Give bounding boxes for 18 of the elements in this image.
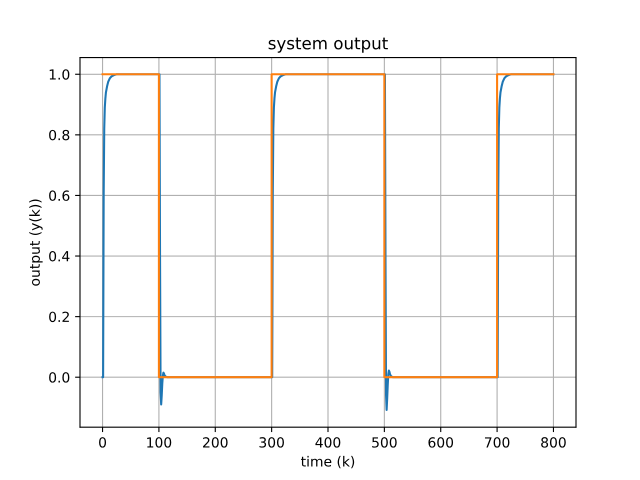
x-tick-label: 0 [99,437,106,448]
x-tick-label: 600 [428,437,454,448]
x-tick-label: 100 [147,437,172,448]
x-tick-label: 200 [203,437,228,448]
chart-title: system output [268,38,388,53]
y-tick-label: 0.2 [49,312,69,322]
x-tick-label: 800 [541,437,566,448]
x-axis-title: time (k) [301,456,354,468]
y-tick-label: 0.6 [49,190,70,201]
x-tick-label: 400 [315,437,340,448]
x-tick-label: 500 [372,437,397,448]
y-tick-label: 0.0 [49,372,70,383]
y-axis-title: output (y(k)) [29,200,43,286]
y-tick-label: 0.4 [49,251,70,262]
y-tick-label: 0.8 [49,130,70,140]
x-tick-label: 700 [484,437,510,448]
y-tick-label: 1.0 [50,69,70,80]
x-tick-label: 300 [259,437,284,448]
